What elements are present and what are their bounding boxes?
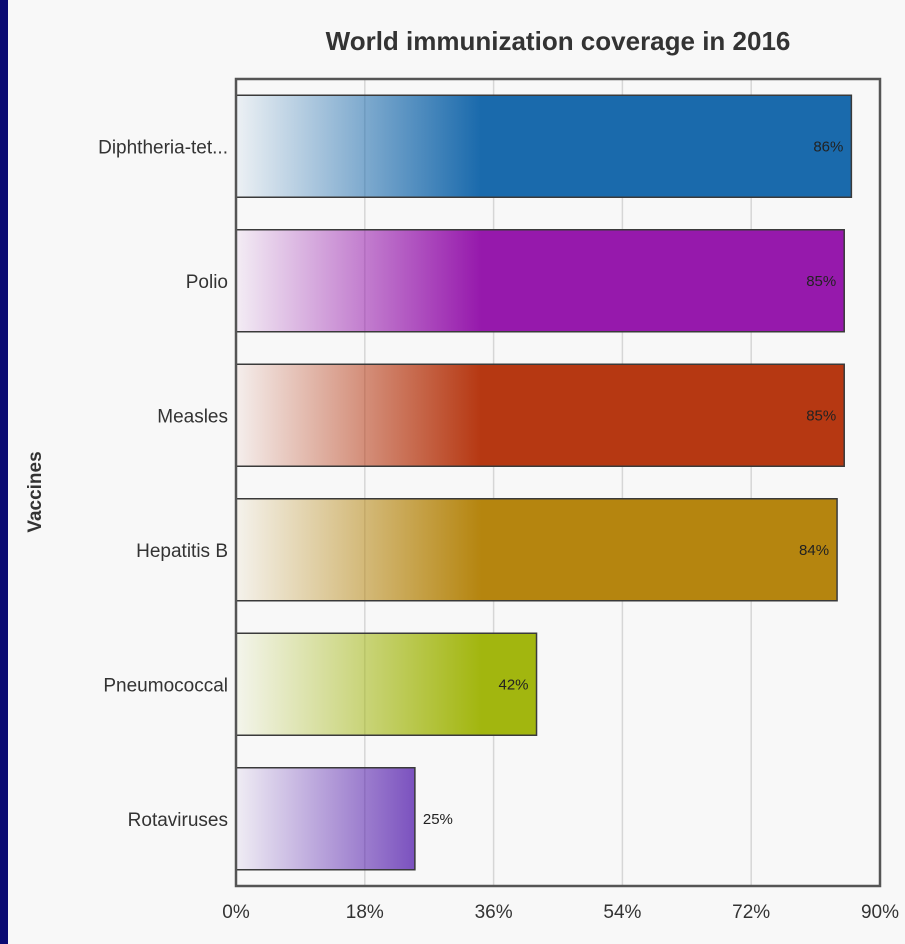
chart-canvas: World immunization coverage in 2016 Vacc… <box>8 0 905 944</box>
x-tick-label: 72% <box>732 902 770 923</box>
bar <box>235 632 538 736</box>
value-labels: 86% 85% 85% 84% 42% 25% <box>423 138 843 828</box>
x-tick-label: 18% <box>346 902 384 923</box>
chart-title: World immunization coverage in 2016 <box>326 26 791 56</box>
bar <box>235 94 853 198</box>
x-tick-label: 54% <box>603 902 641 923</box>
bar <box>235 498 838 602</box>
gridlines <box>364 79 752 886</box>
category-label: Pneumococcal <box>103 675 228 696</box>
bars <box>235 94 853 871</box>
plot-frame <box>234 77 882 888</box>
value-label: 86% <box>813 138 843 155</box>
bar <box>235 767 416 871</box>
category-label: Diphtheria-tet... <box>98 137 228 158</box>
category-labels: Diphtheria-tet... Polio Measles Hepatitis B… <box>98 137 228 831</box>
bar-chart: World immunization coverage in 2016 Vacc… <box>25 26 899 923</box>
category-label: Polio <box>186 272 228 293</box>
x-tick-label: 0% <box>222 902 250 923</box>
value-label: 84% <box>799 542 829 559</box>
value-label: 42% <box>499 676 529 693</box>
bar <box>235 363 845 467</box>
x-tick-labels: 0% 18% 36% 54% 72% 90% <box>222 902 899 923</box>
category-label: Measles <box>157 406 228 427</box>
x-tick-label: 36% <box>475 902 513 923</box>
value-label: 85% <box>806 273 836 290</box>
x-tick-label: 90% <box>861 902 899 923</box>
value-label: 85% <box>806 407 836 424</box>
bar <box>235 229 845 333</box>
category-label: Rotaviruses <box>128 810 228 831</box>
y-axis-label: Vaccines <box>25 451 46 532</box>
value-label: 25% <box>423 811 453 828</box>
category-label: Hepatitis B <box>136 541 228 562</box>
